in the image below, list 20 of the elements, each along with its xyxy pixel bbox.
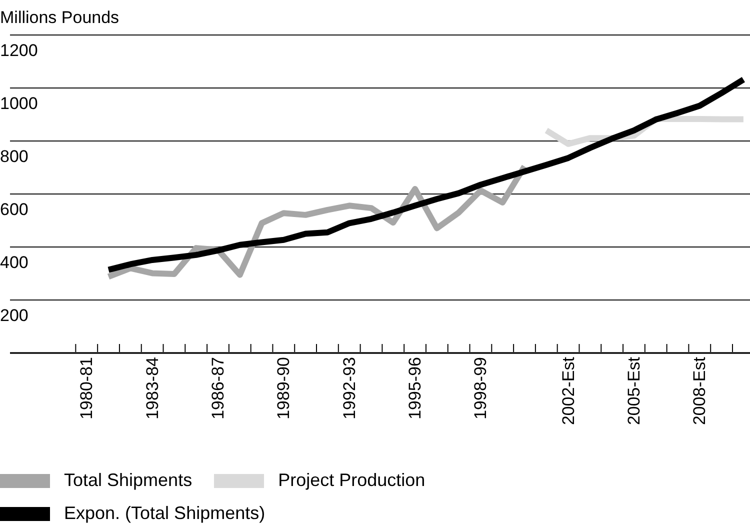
x-tick-label: 1995-96 <box>406 357 425 420</box>
y-tick-label: 400 <box>0 253 28 272</box>
y-tick-label: 1200 <box>0 41 38 60</box>
legend-label: Total Shipments <box>64 470 192 491</box>
x-tick-label: 1980-81 <box>77 357 96 420</box>
y-tick-label: 800 <box>0 147 28 166</box>
x-tick-label: 1998-99 <box>471 357 490 420</box>
y-tick-label: 600 <box>0 200 28 219</box>
y-axis-title: Millions Pounds <box>0 8 120 28</box>
legend-label: Expon. (Total Shipments) <box>64 503 266 524</box>
x-tick-label: 2002-Est <box>558 356 578 426</box>
x-tick-label: 1983-84 <box>142 357 162 420</box>
x-tick-label: 2008-Est <box>690 356 710 426</box>
x-tick-label: 2005-Est <box>624 356 644 426</box>
x-tick-label: 1992-93 <box>340 357 359 420</box>
y-tick-label: 200 <box>0 306 28 325</box>
legend-label: Project Production <box>278 470 426 491</box>
x-tick-label: 1986-87 <box>208 357 228 420</box>
x-tick-label: 1989-90 <box>274 357 294 420</box>
y-tick-label: 1000 <box>0 94 38 113</box>
